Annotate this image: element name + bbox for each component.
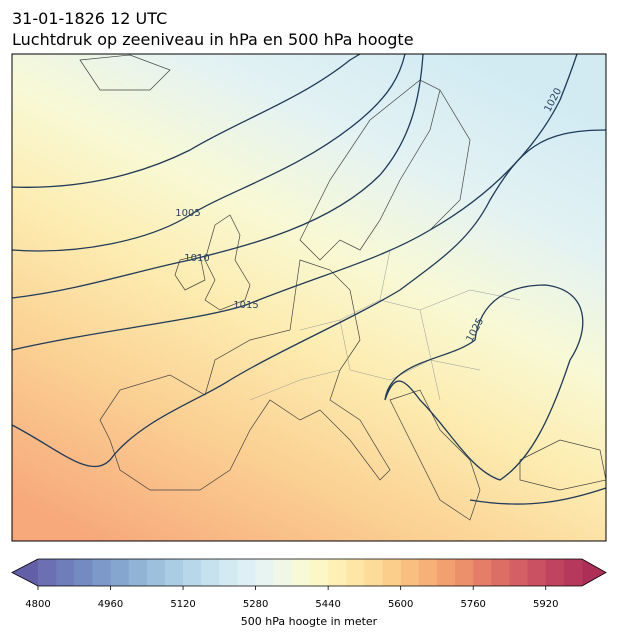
colorbar-under (12, 559, 38, 586)
isobar (11, 53, 424, 299)
colorbar-tick-label: 4960 (98, 599, 123, 610)
isobar (11, 129, 607, 468)
colorbar-band (346, 559, 365, 586)
colorbar: 4800 4960 5120 5280 5440 5600 5760 5920 (11, 558, 607, 610)
colorbar-tick-label: 5120 (170, 599, 195, 610)
colorbar-band (201, 559, 220, 586)
colorbar-band (527, 559, 547, 586)
coastline (299, 79, 471, 261)
colorbar-band (400, 559, 420, 586)
colorbar-band (128, 559, 148, 586)
colorbar-band (328, 559, 347, 586)
colorbar-label: 500 hPa hoogte in meter (241, 615, 378, 628)
colorbar-band (56, 559, 75, 586)
colorbar-tick-label: 5440 (315, 599, 340, 610)
colorbar-band (110, 559, 130, 586)
colorbar-frame (11, 558, 607, 587)
isobar (11, 53, 578, 351)
colorbar-band (455, 559, 474, 586)
colorbar-band (473, 559, 492, 586)
colorbar-band (164, 559, 184, 586)
colorbar-tick-label: 5600 (388, 599, 413, 610)
colorbar-band (183, 559, 202, 586)
isobar (11, 53, 361, 188)
colorbar-band (364, 559, 384, 586)
colorbar-band (545, 559, 565, 586)
colorbar-band (310, 559, 329, 586)
colorbar-tick-label: 5280 (243, 599, 268, 610)
colorbar-tick-label: 4800 (25, 599, 50, 610)
colorbar-tick-label: 5760 (460, 599, 485, 610)
colorbar-band (436, 559, 456, 586)
subtitle: Luchtdruk op zeeniveau in hPa en 500 hPa… (12, 30, 414, 49)
colorbar-band (563, 559, 583, 586)
coastline (174, 214, 251, 311)
colorbar-band (237, 559, 257, 586)
height-field (12, 54, 606, 541)
title: 31-01-1826 12 UTC (12, 9, 167, 28)
colorbar-band (255, 559, 275, 586)
colorbar-tick-label: 5920 (533, 599, 558, 610)
colorbar-band (74, 559, 93, 586)
isobar (384, 284, 584, 481)
isobar-label: 1010 (184, 253, 209, 264)
colorbar-band (382, 559, 402, 586)
colorbar-band (146, 559, 166, 586)
coastline (99, 259, 391, 491)
isobar-label: 1005 (175, 208, 200, 219)
isobar-label: 1015 (233, 300, 258, 311)
colorbar-band (38, 559, 57, 586)
colorbar-band (92, 559, 112, 586)
colorbar-band (291, 559, 311, 586)
colorbar-band (418, 559, 438, 586)
colorbar-over (582, 559, 606, 586)
border (249, 249, 521, 401)
colorbar-band (219, 559, 238, 586)
map: 1005 1010 1015 1020 1025 (11, 53, 607, 542)
isobar (11, 53, 406, 252)
map-frame (11, 53, 607, 542)
colorbar-band (273, 559, 293, 586)
colorbar-band (491, 559, 510, 586)
isobar (469, 487, 607, 505)
colorbar-band (509, 559, 529, 586)
